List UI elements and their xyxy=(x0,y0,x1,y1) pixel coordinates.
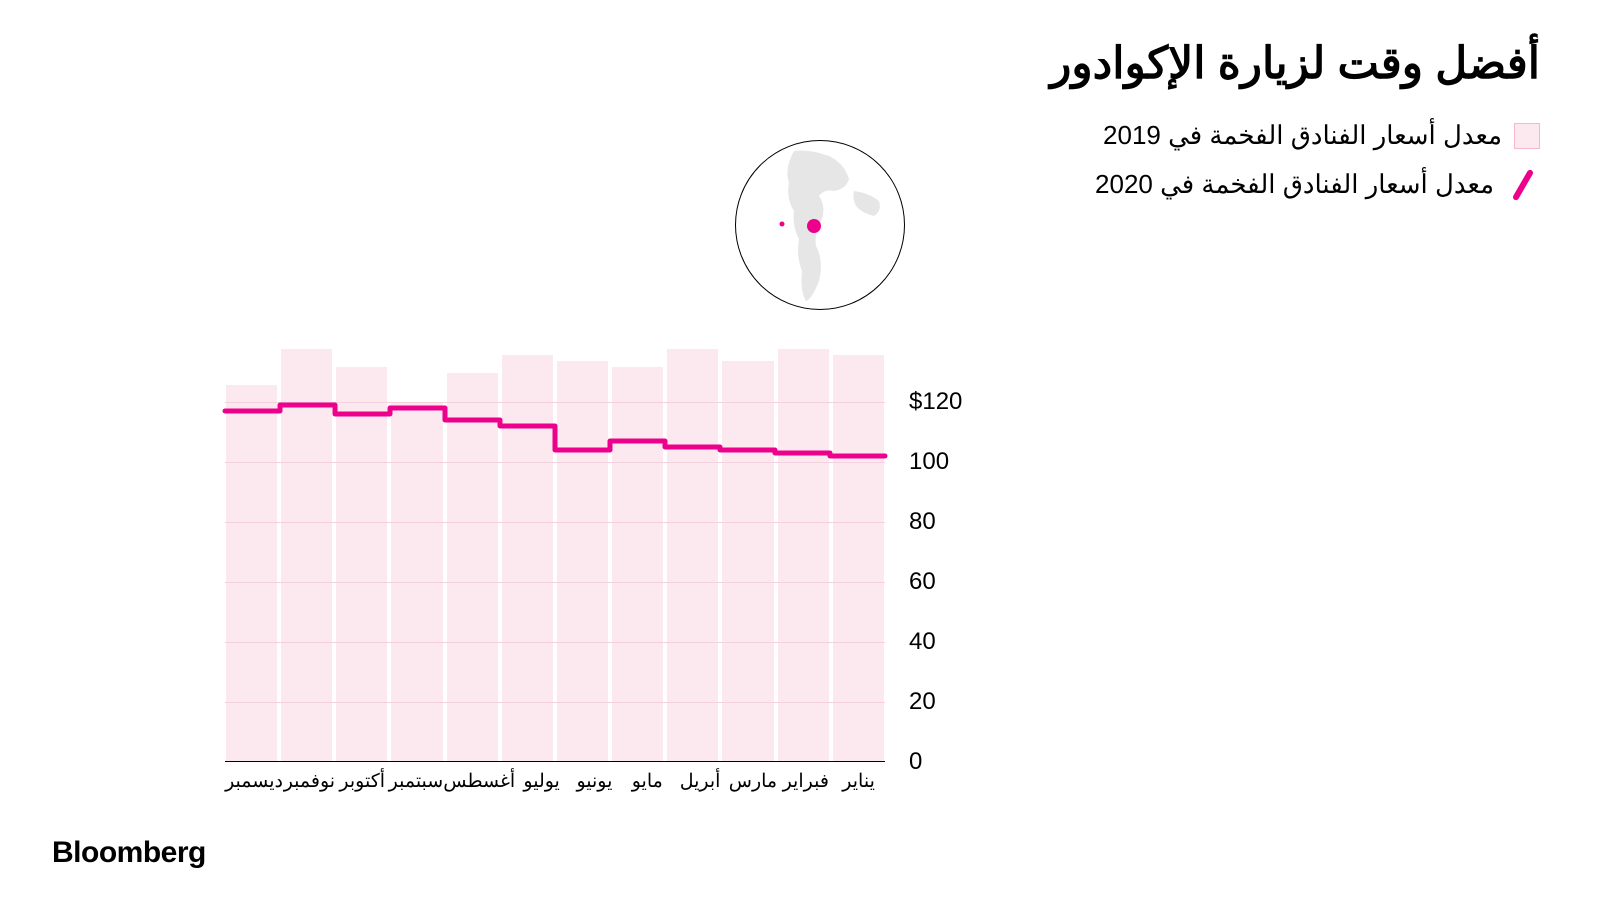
legend-swatch-line-icon xyxy=(1512,168,1534,200)
x-tick-label: أكتوبر xyxy=(336,770,389,793)
legend-bar-label: معدل أسعار الفنادق الفخمة في 2019 xyxy=(1103,120,1502,151)
x-tick-label: أغسطس xyxy=(443,770,515,793)
x-tick-label: مايو xyxy=(621,770,674,793)
x-axis-labels: ينايرفبرايرمارسأبريلمايويونيويوليوأغسطسس… xyxy=(225,770,885,793)
y-tick-label: 40 xyxy=(909,628,936,656)
y-tick-label: 0 xyxy=(909,748,922,776)
chart-title: أفضل وقت لزيارة الإكوادور xyxy=(1050,38,1540,89)
globe-map xyxy=(735,140,905,310)
x-axis-baseline xyxy=(225,761,885,762)
legend-item-line: معدل أسعار الفنادق الفخمة في 2020 xyxy=(1095,169,1540,200)
globe-icon xyxy=(735,140,905,310)
legend-swatch-bar-icon xyxy=(1514,123,1540,149)
legend: معدل أسعار الفنادق الفخمة في 2019 معدل أ… xyxy=(1095,120,1540,218)
x-tick-label: أبريل xyxy=(674,770,727,793)
x-tick-label: يناير xyxy=(832,770,885,793)
x-tick-label: سبتمبر xyxy=(389,770,444,793)
y-tick-label: 60 xyxy=(909,568,936,596)
y-tick-label: 80 xyxy=(909,508,936,536)
y-tick-label: 100 xyxy=(909,448,949,476)
legend-line-label: معدل أسعار الفنادق الفخمة في 2020 xyxy=(1095,169,1494,200)
chart-plot xyxy=(225,342,885,762)
line-series xyxy=(225,342,885,762)
x-tick-label: فبراير xyxy=(779,770,832,793)
y-axis-labels: 020406080100$120 xyxy=(895,342,1015,762)
x-tick-label: مارس xyxy=(727,770,780,793)
x-tick-label: ديسمبر xyxy=(225,770,283,793)
y-tick-label: $120 xyxy=(909,388,962,416)
brand-logo: Bloomberg xyxy=(52,836,206,870)
x-tick-label: يوليو xyxy=(515,770,568,793)
x-tick-label: نوفمبر xyxy=(283,770,336,793)
legend-item-bars: معدل أسعار الفنادق الفخمة في 2019 xyxy=(1095,120,1540,151)
y-tick-label: 20 xyxy=(909,688,936,716)
x-tick-label: يونيو xyxy=(568,770,621,793)
